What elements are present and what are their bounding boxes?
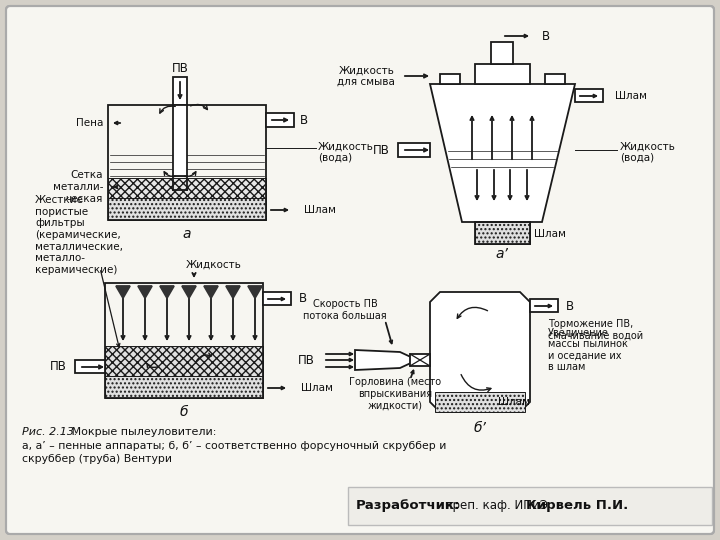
Bar: [108, 105, 266, 220]
Polygon shape: [160, 286, 174, 298]
Bar: [173, 105, 187, 176]
Bar: [475, 64, 530, 84]
Bar: [348, 487, 712, 525]
Text: ПВ: ПВ: [171, 63, 189, 76]
Bar: [105, 376, 263, 398]
Text: скруббер (труба) Вентури: скруббер (труба) Вентури: [22, 454, 172, 464]
Text: Жидкость
(вода): Жидкость (вода): [620, 141, 676, 163]
Polygon shape: [226, 286, 240, 298]
Text: В: В: [542, 30, 550, 43]
Text: ПВ: ПВ: [50, 361, 67, 374]
Polygon shape: [204, 286, 218, 298]
Bar: [435, 392, 525, 412]
Text: а, а’ – пенные аппараты; б, б’ – соответственно форсуночный скруббер и: а, а’ – пенные аппараты; б, б’ – соответ…: [22, 441, 446, 451]
Text: Торможение ПВ,
смачивание водой: Торможение ПВ, смачивание водой: [548, 319, 643, 341]
Text: В: В: [299, 293, 307, 306]
Text: Пена: Пена: [76, 118, 103, 128]
Polygon shape: [116, 286, 130, 298]
Text: б: б: [180, 405, 188, 419]
Bar: [263, 292, 291, 305]
Bar: [108, 198, 266, 220]
Bar: [108, 178, 266, 198]
Bar: [398, 143, 430, 157]
Bar: [75, 360, 105, 373]
Polygon shape: [430, 84, 575, 222]
Text: В: В: [300, 113, 308, 126]
Bar: [491, 42, 513, 64]
Text: Жидкость
для смыва: Жидкость для смыва: [337, 65, 395, 87]
Bar: [105, 283, 263, 398]
Text: Жидкость
(вода): Жидкость (вода): [318, 141, 374, 163]
Text: а: а: [183, 227, 192, 241]
Polygon shape: [355, 350, 413, 370]
Text: Шлам: Шлам: [498, 397, 530, 407]
Text: Шлам: Шлам: [304, 205, 336, 215]
Bar: [475, 222, 530, 244]
Text: ПВ: ПВ: [298, 354, 315, 367]
Text: Шлам: Шлам: [301, 383, 333, 393]
Text: Рис. 2.13.: Рис. 2.13.: [22, 427, 78, 437]
Text: Скорость ПВ
потока большая: Скорость ПВ потока большая: [303, 299, 387, 321]
Polygon shape: [182, 286, 196, 298]
Text: Разработчик:: Разработчик:: [356, 500, 461, 512]
Bar: [173, 77, 187, 105]
Text: Шлам: Шлам: [534, 229, 566, 239]
Bar: [530, 299, 558, 312]
Text: а’: а’: [495, 247, 508, 261]
Text: Мокрые пылеуловители:: Мокрые пылеуловители:: [68, 427, 217, 437]
Bar: [575, 89, 603, 102]
Text: Жесткие
пористые
фильтры
(керамические,
металлические,
металло-
керамические): Жесткие пористые фильтры (керамические, …: [35, 195, 123, 275]
Text: Горловина (место
впрыскивания
жидкости): Горловина (место впрыскивания жидкости): [349, 377, 441, 410]
Text: Шлам: Шлам: [615, 91, 647, 101]
Text: Увеличение
массы пылинок
и оседание их
в шлам: Увеличение массы пылинок и оседание их в…: [548, 328, 628, 373]
Text: В: В: [566, 300, 574, 313]
Text: Кирвель П.И.: Кирвель П.И.: [526, 500, 629, 512]
Text: преп. каф. ИПиЭ: преп. каф. ИПиЭ: [441, 500, 555, 512]
Bar: [266, 113, 294, 127]
Text: Жидкость: Жидкость: [186, 260, 242, 270]
Bar: [410, 354, 430, 366]
Bar: [545, 74, 565, 84]
Text: Сетка
металли-
ческая: Сетка металли- ческая: [53, 171, 103, 204]
FancyBboxPatch shape: [6, 6, 714, 534]
Bar: [440, 74, 460, 84]
Bar: [475, 222, 530, 244]
Polygon shape: [248, 286, 262, 298]
Text: ПВ: ПВ: [373, 144, 390, 157]
Bar: [105, 346, 263, 376]
Text: б’: б’: [474, 421, 487, 435]
Polygon shape: [430, 292, 530, 412]
Polygon shape: [138, 286, 152, 298]
